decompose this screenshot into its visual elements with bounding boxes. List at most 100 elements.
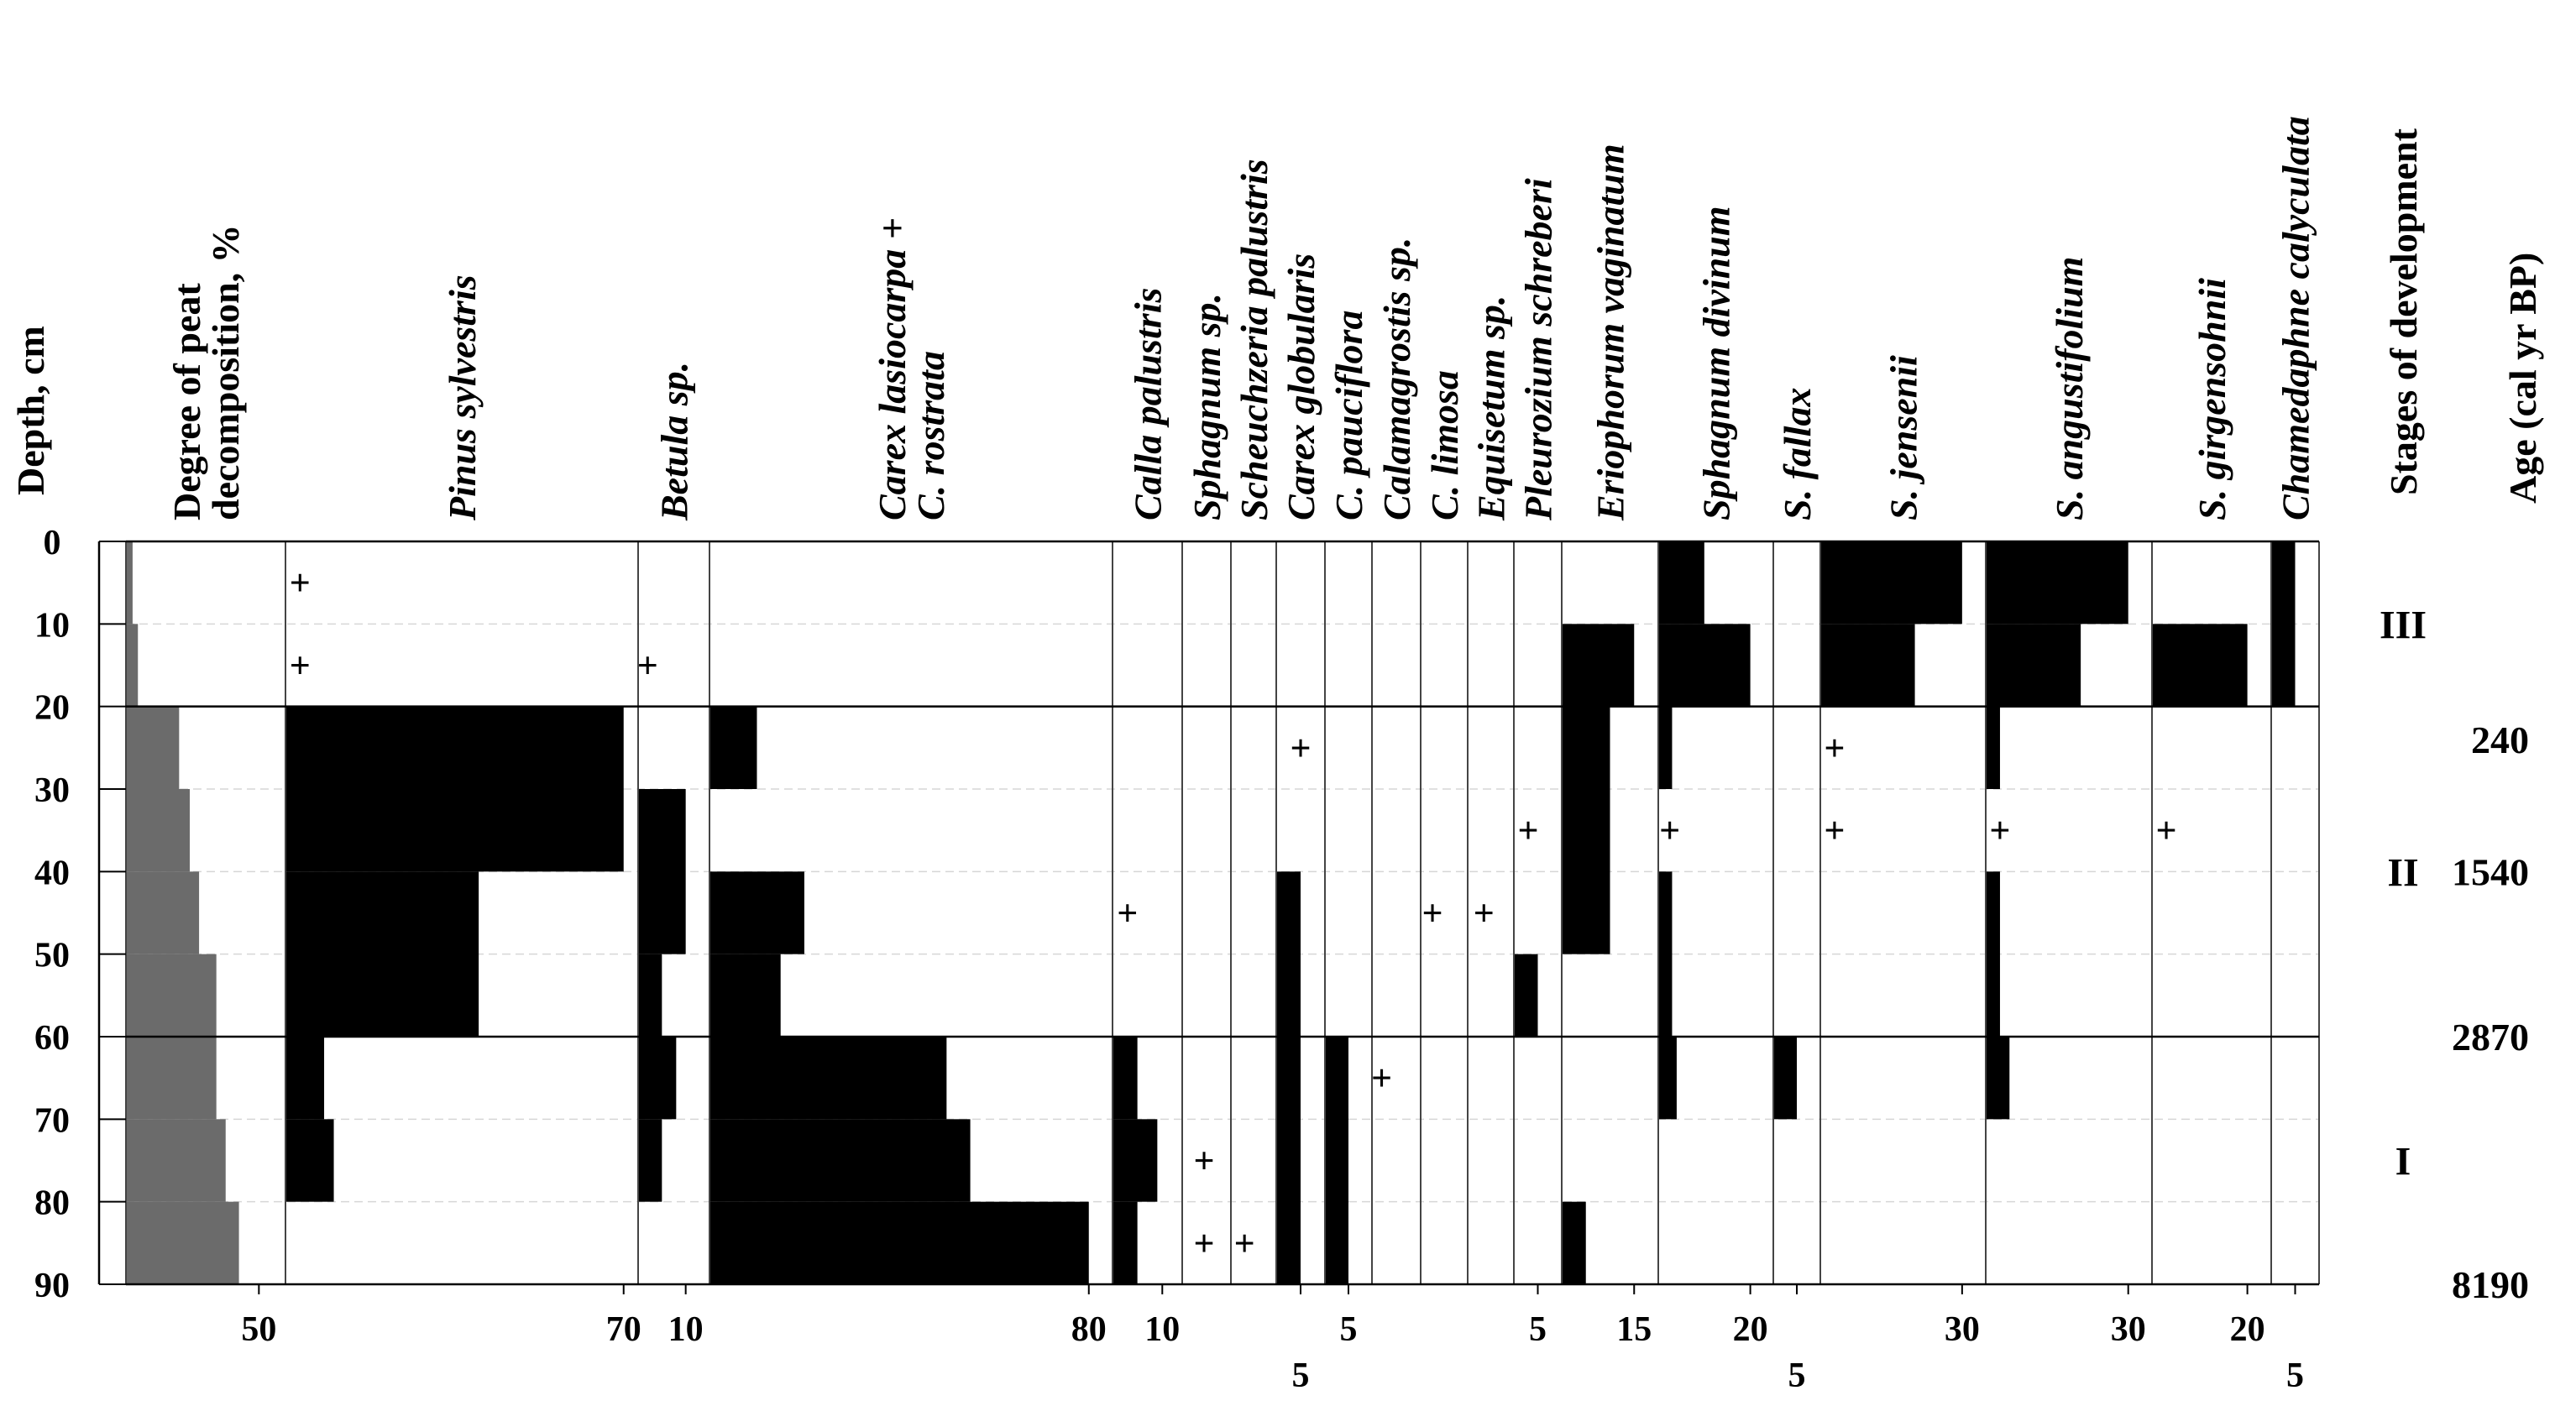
carex_glob-bar [1276, 871, 1301, 1284]
sphagnum_sp-header: Sphagnum sp. [1186, 293, 1228, 520]
s_angustifolium-bar [1986, 624, 2081, 707]
betula-bar [638, 1119, 662, 1202]
decomp-header: decomposition, % [204, 224, 247, 520]
age-header: Age (cal yr BP) [2501, 253, 2544, 504]
s_angustifolium-bar [1986, 706, 2000, 789]
s_fallax-header: S. fallax [1776, 388, 1819, 520]
pinus-bar [285, 706, 624, 872]
calla-bar [1113, 1201, 1138, 1284]
sph_divinum-bar [1658, 624, 1751, 707]
bars-layer [126, 541, 2296, 1284]
calamagrostis-plus-marker: + [1371, 1058, 1392, 1099]
stage-label: III [2380, 603, 2427, 647]
age-label: 1540 [2452, 850, 2529, 893]
carex-bar [709, 706, 757, 789]
pinus-plus-marker: + [290, 646, 311, 687]
decomp-bar [126, 541, 133, 625]
sph_divinum-plus-marker: + [1659, 810, 1680, 851]
depth-tick-label: 60 [34, 1019, 70, 1058]
c_pauciflora-tick-label: 5 [1340, 1310, 1358, 1349]
s_jensenii-plus-marker: + [1824, 810, 1845, 851]
pinus-bar [285, 1119, 334, 1202]
carex-bar [709, 1037, 947, 1120]
age-label: 2870 [2452, 1016, 2529, 1058]
decomp-tick-label: 50 [241, 1310, 276, 1349]
depth-tick-label: 10 [34, 606, 70, 645]
betula-bar [638, 789, 686, 954]
depth-tick-label: 20 [34, 689, 70, 728]
carex-header: Carex lasiocarpa + [871, 217, 914, 520]
carex_glob-tick-label: 5 [1292, 1356, 1310, 1395]
pinus-plus-marker: + [290, 562, 311, 604]
s_jensenii-header: S. jensenii [1882, 355, 1925, 520]
pleurozium-plus-marker: + [1518, 810, 1539, 851]
betula-bar [638, 1037, 677, 1120]
c_pauciflora-bar [1325, 1037, 1348, 1284]
sph_divinum-header: Sphagnum divinum [1695, 206, 1738, 520]
depth-tick-label: 80 [34, 1184, 70, 1223]
s_jensenii-bar [1820, 541, 1962, 625]
pleurozium-tick-label: 5 [1529, 1310, 1547, 1349]
pinus-bar [285, 1037, 325, 1120]
s_girgensohnii-plus-marker: + [2156, 810, 2177, 851]
decomp-bar [126, 789, 190, 872]
decomp-header: Degree of peat [165, 283, 208, 520]
sph_divinum-bar [1658, 1037, 1677, 1120]
betula-header: Betula sp. [653, 362, 696, 521]
age-label: 240 [2471, 719, 2529, 761]
eriophorum-bar [1562, 1201, 1586, 1284]
stage-label: I [2395, 1140, 2411, 1184]
betula-plus-marker: + [637, 646, 658, 687]
s_girgensohnii-bar [2152, 624, 2248, 707]
betula-bar [638, 954, 662, 1037]
sph_divinum-bar [1658, 871, 1673, 1037]
sph_divinum-bar [1658, 541, 1704, 625]
s_girgensohnii-header: S. girgensohnii [2191, 278, 2233, 520]
depth-tick-label: 70 [34, 1101, 70, 1140]
carex_glob-header: Carex globularis [1280, 253, 1322, 520]
scheuchzeria-header: Scheuchzeria palustris [1233, 159, 1275, 520]
s_girgensohnii-tick-label: 20 [2230, 1310, 2265, 1349]
calla-bar [1113, 1037, 1138, 1120]
frame-layer [97, 540, 2320, 1294]
c_pauciflora-header: C. pauciflora [1327, 311, 1370, 520]
chamaedaphne-header: Chamedaphne calyculata [2275, 116, 2317, 520]
decomp-bar [126, 1201, 239, 1284]
pinus-bar [285, 871, 479, 1037]
s_angustifolium-header: S. angustifolium [2048, 257, 2091, 520]
carex-bar [709, 1119, 971, 1202]
s_angustifolium-tick-label: 30 [2111, 1310, 2146, 1349]
decomp-bar [126, 706, 180, 789]
carex-header: C. rostrata [909, 351, 952, 520]
calla-tick-label: 10 [1144, 1310, 1180, 1349]
depth-axis-title: Depth, cm [9, 326, 52, 495]
sph_divinum-tick-label: 20 [1733, 1310, 1768, 1349]
eriophorum-bar [1562, 706, 1610, 954]
calla-plus-marker: + [1117, 893, 1138, 934]
carex-bar [709, 954, 781, 1037]
age-label: 8190 [2452, 1263, 2529, 1306]
decomp-bar [126, 871, 200, 954]
scheuchzeria-plus-marker: + [1234, 1223, 1255, 1264]
s_jensenii-plus-marker: + [1824, 728, 1845, 769]
s_angustifolium-bar [1986, 871, 2000, 1037]
c_limosa-header: C. limosa [1423, 370, 1466, 520]
stage-label: II [2387, 850, 2418, 895]
chamaedaphne-tick-label: 5 [2286, 1356, 2304, 1395]
eriophorum-bar [1562, 624, 1635, 707]
calamagrostis-header: Calamagrostis sp. [1375, 238, 1418, 520]
pleurozium-header: Pleurozium schreberi [1517, 178, 1560, 521]
s_angustifolium-bar [1986, 1037, 2010, 1120]
depth-tick-label: 30 [34, 771, 70, 810]
carex-bar [709, 1201, 1089, 1284]
s_fallax-bar [1773, 1037, 1797, 1120]
betula-tick-label: 10 [668, 1310, 704, 1349]
sphagnum_sp-plus-marker: + [1194, 1141, 1215, 1182]
depth-tick-label: 90 [34, 1267, 70, 1305]
eriophorum-tick-label: 15 [1616, 1310, 1652, 1349]
equisetum-header: Equisetum sp. [1470, 295, 1513, 521]
decomp-bar [126, 624, 139, 707]
equisetum-plus-marker: + [1474, 893, 1495, 934]
